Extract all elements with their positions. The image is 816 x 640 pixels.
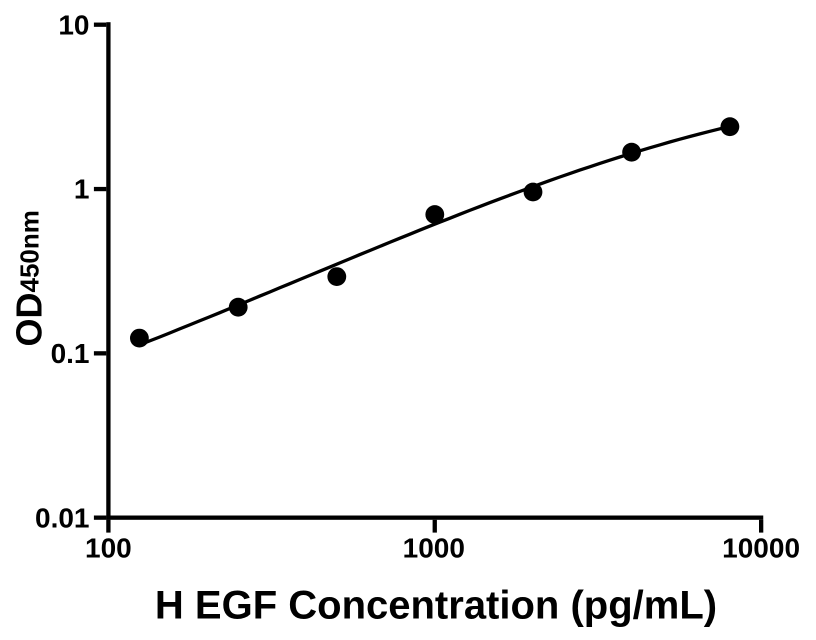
svg-text:1000: 1000 [403, 532, 465, 563]
svg-text:100: 100 [85, 532, 132, 563]
svg-text:OD450nm: OD450nm [9, 210, 50, 346]
svg-text:0.1: 0.1 [51, 338, 90, 369]
svg-text:0.01: 0.01 [35, 502, 90, 533]
svg-text:10000: 10000 [722, 532, 800, 563]
svg-text:H EGF Concentration (pg/mL): H EGF Concentration (pg/mL) [155, 584, 717, 628]
svg-text:1: 1 [74, 174, 90, 205]
svg-text:10: 10 [58, 9, 89, 40]
